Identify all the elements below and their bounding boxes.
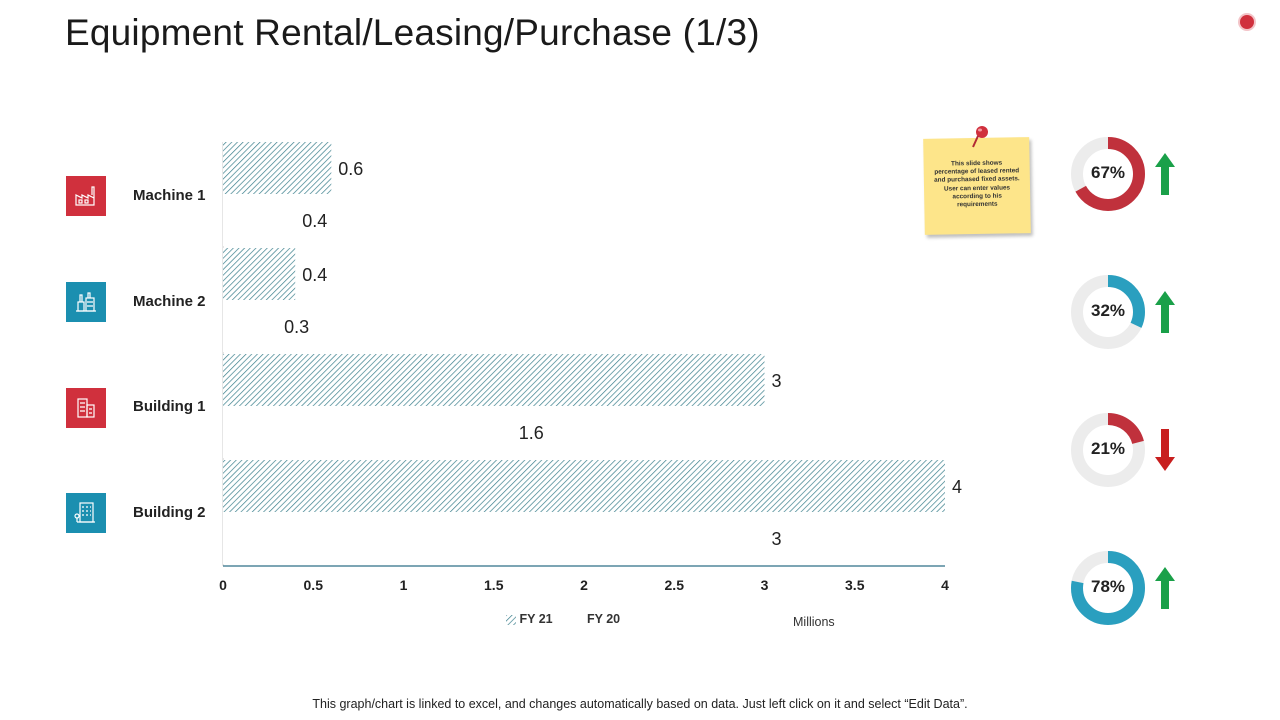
arrow-down-icon: [1155, 429, 1175, 471]
bar-fy20-machine-1: [223, 194, 296, 246]
bar-fy20-machine-2: [223, 300, 278, 352]
legend-fy21: FY 21: [506, 612, 553, 626]
category-label-machine-1: Machine 1: [133, 187, 206, 204]
arrow-up-icon: [1155, 567, 1175, 609]
legend-label-fy20: FY 20: [587, 612, 621, 626]
plant-icon: [66, 282, 106, 322]
building-icon: [66, 388, 106, 428]
bar-fy20-building-2: [223, 512, 765, 564]
x-tick-label: 2: [580, 577, 588, 593]
donut-percent-label: 67%: [1090, 163, 1126, 182]
bar-fy21-building-2: [223, 460, 945, 512]
data-label-fy20-machine-1: 0.4: [302, 211, 327, 231]
category-label-building-2: Building 2: [133, 504, 206, 521]
x-tick-label: 3: [761, 577, 769, 593]
slide-marker-dot: [1240, 15, 1254, 29]
pushpin-icon: [972, 126, 988, 148]
arrow-up-icon: [1155, 153, 1175, 195]
sticky-note-text: This slide shows percentage of leased re…: [934, 159, 1020, 209]
x-tick-label: 1: [400, 577, 408, 593]
bar-fy21-machine-2: [223, 248, 296, 300]
donut-fill: [1071, 275, 1145, 349]
office-building-icon: [66, 493, 106, 533]
donut-fill: [1071, 137, 1145, 211]
legend-fy20: FY 20: [587, 612, 620, 626]
data-label-fy20-building-1: 1.6: [519, 423, 544, 443]
sticky-note: This slide shows percentage of leased re…: [923, 137, 1031, 235]
arrow-up-icon: [1155, 291, 1175, 333]
legend-label-fy21: FY 21: [519, 612, 553, 626]
category-label-machine-2: Machine 2: [133, 293, 206, 310]
donut-fill: [1071, 413, 1145, 487]
data-label-fy21-machine-2: 0.4: [302, 265, 327, 285]
page-title: Equipment Rental/Leasing/Purchase (1/3): [65, 12, 760, 53]
data-label-fy20-machine-2: 0.3: [284, 317, 309, 337]
bar-fy21-machine-1: [223, 142, 332, 194]
x-axis-units-label: Millions: [793, 615, 835, 629]
donut-chart-2: [1071, 275, 1145, 349]
x-tick-label: 1.5: [484, 577, 504, 593]
x-tick-label: 2.5: [665, 577, 685, 593]
x-tick-label: 4: [941, 577, 949, 593]
donut-percent-label: 78%: [1090, 577, 1126, 596]
x-tick-label: 0.5: [304, 577, 324, 593]
bar-fy20-building-1: [223, 406, 512, 458]
x-tick-label: 3.5: [845, 577, 865, 593]
donut-chart-4: [1071, 551, 1145, 625]
donut-chart-1: [1071, 137, 1145, 211]
data-label-fy20-building-2: 3: [772, 529, 782, 549]
bar-fy21-building-1: [223, 354, 765, 406]
category-label-building-1: Building 1: [133, 398, 206, 415]
footer-note: This graph/chart is linked to excel, and…: [312, 697, 968, 711]
data-label-fy21-building-2: 4: [952, 477, 962, 497]
legend-swatch-hatch: [506, 614, 516, 625]
x-tick-label: 0: [219, 577, 227, 593]
donut-percent-label: 21%: [1090, 439, 1126, 458]
factory-icon: [66, 176, 106, 216]
donut-fill: [1071, 551, 1145, 625]
data-label-fy21-machine-1: 0.6: [338, 159, 363, 179]
donut-percent-label: 32%: [1090, 301, 1126, 320]
donut-chart-3: [1071, 413, 1145, 487]
data-label-fy21-building-1: 3: [772, 371, 782, 391]
